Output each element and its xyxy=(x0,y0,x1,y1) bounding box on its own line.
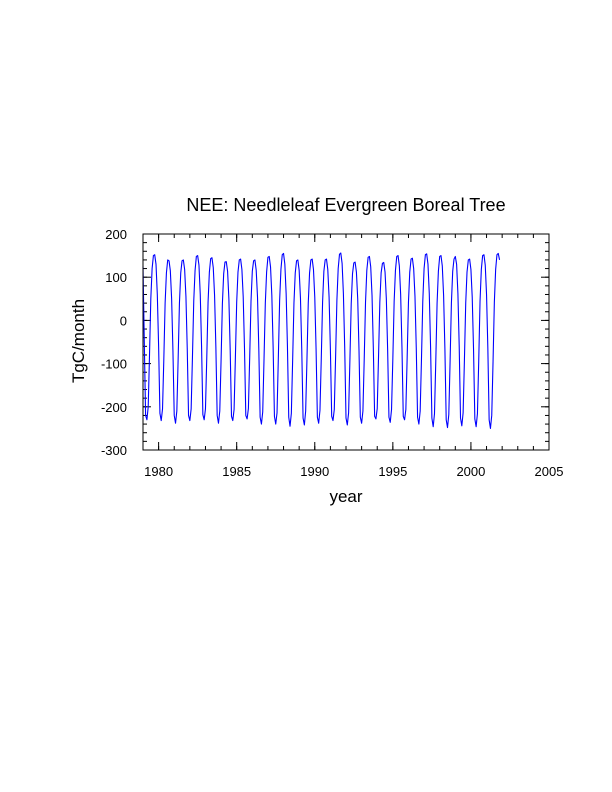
y-tick-label: 0 xyxy=(120,313,127,328)
y-axis-title: TgC/month xyxy=(69,299,88,383)
y-tick-label: -100 xyxy=(101,357,127,372)
x-tick-label: 1985 xyxy=(222,464,251,479)
x-tick-label: 1990 xyxy=(300,464,329,479)
y-tick-label: 200 xyxy=(105,227,127,242)
y-tick-label: -300 xyxy=(101,443,127,458)
x-tick-label: 1980 xyxy=(144,464,173,479)
plot-frame xyxy=(142,233,550,451)
nee-series-line xyxy=(142,252,501,429)
tick-labels: 1980 1985 1990 1995 2000 2005 200 100 0 -100 -200 -… xyxy=(101,227,563,479)
y-tick-label: -200 xyxy=(101,400,127,415)
x-tick-label: 2000 xyxy=(456,464,485,479)
plot-series-area xyxy=(142,252,501,429)
x-axis-title: year xyxy=(329,487,362,506)
chart-title: NEE: Needleleaf Evergreen Boreal Tree xyxy=(186,195,505,215)
x-tick-label: 2005 xyxy=(535,464,564,479)
y-tick-label: 100 xyxy=(105,270,127,285)
x-tick-label: 1995 xyxy=(378,464,407,479)
